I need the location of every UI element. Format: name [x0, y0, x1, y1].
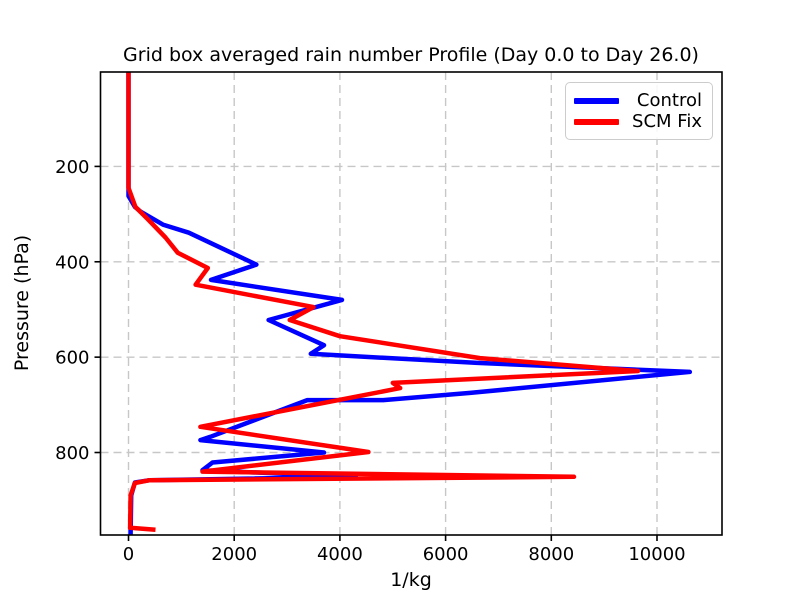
x-tick-label: 2000 [211, 544, 257, 565]
x-axis-label: 1/kg [390, 569, 432, 591]
legend-item-control: Control [574, 90, 702, 111]
x-tick-label: 6000 [423, 544, 469, 565]
x-tick-label: 8000 [528, 544, 574, 565]
series-scm-fix-line [126, 72, 641, 533]
legend-label-control: Control [636, 89, 702, 111]
y-axis-label: Pressure (hPa) [11, 235, 33, 371]
y-tick-label: 400 [55, 252, 89, 273]
y-tick-label: 800 [55, 443, 89, 464]
x-tick-label: 4000 [317, 544, 363, 565]
x-tick-label: 10000 [628, 544, 685, 565]
legend: Control SCM Fix [565, 82, 713, 140]
y-tick-label: 600 [55, 348, 89, 369]
series-control-line [126, 72, 693, 535]
x-tick-label: 0 [123, 544, 134, 565]
tick-labels: 0 2000 4000 6000 8000 10000 200 400 600 800 [55, 157, 685, 565]
legend-swatch-control [574, 97, 619, 104]
legend-swatch-scm-fix [574, 118, 619, 125]
y-tick-label: 200 [55, 157, 89, 178]
chart-title: Grid box averaged rain number Profile (D… [123, 44, 699, 66]
series-lines [126, 72, 693, 535]
legend-label-scm-fix: SCM Fix [632, 110, 702, 132]
legend-item-scm-fix: SCM Fix [574, 111, 702, 132]
axis-ticks [94, 165, 658, 541]
gridlines [100, 72, 722, 535]
plot-frame [99, 71, 723, 536]
